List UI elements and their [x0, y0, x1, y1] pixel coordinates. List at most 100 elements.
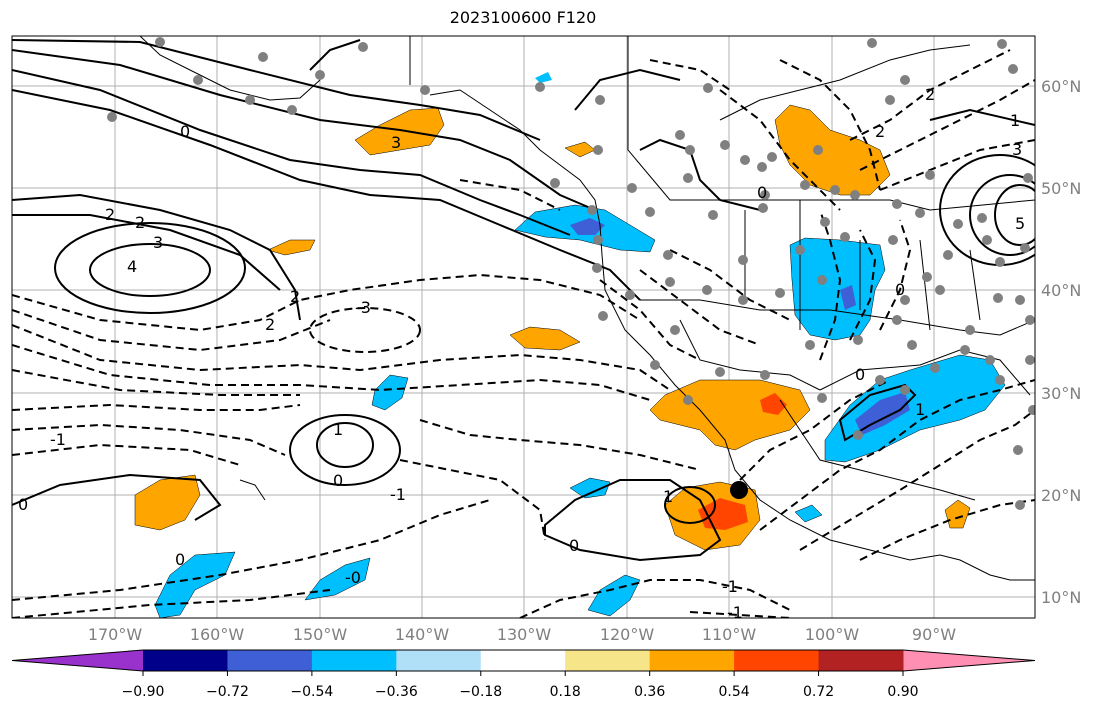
contour-line: [12, 89, 641, 301]
station-dots: [107, 37, 1035, 510]
contour-line: [759, 379, 1035, 531]
colorbar-extend-low: [12, 650, 143, 671]
lon-label: 150°W: [293, 625, 348, 644]
contour-line: [12, 309, 331, 352]
contour-label: -0: [345, 568, 361, 587]
contour-line: [12, 369, 300, 396]
contour-line: [574, 68, 681, 111]
contour-label: 2: [290, 287, 300, 306]
contour-line: [12, 589, 331, 618]
shade-darkblue: [840, 285, 856, 310]
lon-label: 120°W: [600, 625, 655, 644]
contour-line: [929, 108, 1035, 126]
contour-label: 0: [855, 365, 865, 384]
shade-orange: [944, 499, 971, 529]
shade-orange: [354, 107, 445, 156]
lat-label: 50°N: [1041, 179, 1081, 198]
contour-ring: [289, 414, 401, 486]
contour-label: 0: [757, 183, 767, 202]
lat-label: 10°N: [1041, 588, 1081, 607]
contour-label: 1: [1010, 111, 1020, 130]
colorbar-tick-label: −0.36: [375, 684, 418, 700]
shade-orange: [509, 326, 581, 351]
colorbar-tick-label: 0.90: [887, 684, 918, 700]
shade-blue: [535, 72, 552, 83]
contour-label: 1: [663, 487, 673, 506]
contour-line: [819, 209, 842, 361]
contour-line: [639, 269, 761, 346]
colorbar-tick-label: 0.36: [634, 684, 665, 700]
map-title: 2023100600 F120: [449, 8, 597, 27]
colorbar-segment: [143, 650, 228, 671]
contour-label: 0: [180, 122, 190, 141]
lat-label: 40°N: [1041, 281, 1081, 300]
contour-line: [419, 419, 701, 471]
contour-line: [879, 139, 1035, 191]
contour-line: [859, 499, 1035, 561]
contour-label: 0: [895, 280, 905, 299]
contour-label: 2: [265, 315, 275, 334]
colorbar-segment: [818, 650, 904, 671]
contour-line: [519, 579, 791, 618]
contour-label: 0: [333, 471, 343, 490]
lat-label: 60°N: [1041, 77, 1081, 96]
contour-label: -1: [50, 430, 66, 449]
contour-line: [669, 249, 791, 321]
contours-dashed: [12, 49, 1035, 618]
colorbar-tick-label: 0.18: [550, 684, 581, 700]
shade-blue: [304, 557, 371, 601]
contour-line: [12, 49, 596, 211]
colorbar-segment: [649, 650, 735, 671]
contour-line: [799, 409, 1035, 551]
colorbar: −0.90 −0.72 −0.54 −0.36 −0.18 0.18 0.36 0.54 0.7…: [11, 649, 1036, 700]
colorbar-segment: [480, 650, 566, 671]
contour-ring: [664, 486, 716, 524]
lon-label: 130°W: [497, 625, 552, 644]
contour-line: [649, 59, 731, 91]
contour-label: 3: [1012, 140, 1022, 159]
colorbar-tick-label: 0.72: [803, 684, 834, 700]
contour-label: 3: [153, 233, 163, 252]
shade-darkblue: [570, 218, 605, 235]
contour-line: [12, 423, 286, 456]
colorbar-tick-label: 0.54: [719, 684, 750, 700]
contour-label: 4: [127, 257, 137, 276]
contour-line: [12, 403, 301, 411]
contour-line: [12, 344, 651, 401]
lon-label: 170°W: [88, 625, 143, 644]
contour-ring: [316, 422, 374, 468]
lon-label: 110°W: [702, 625, 757, 644]
contour-line: [639, 138, 761, 211]
contour-ring: [309, 307, 421, 353]
latitude-labels: 60°N 50°N 40°N 30°N 20°N 10°N: [1041, 77, 1081, 607]
colorbar-segment: [565, 650, 651, 671]
contour-line: [12, 499, 491, 601]
colorbar-segment: [311, 650, 397, 671]
contour-line: [879, 219, 912, 331]
contour-label: -1: [722, 577, 738, 596]
contour-label: 2: [925, 85, 935, 104]
map-content: [12, 36, 1035, 618]
contour-ring: [54, 222, 246, 314]
contour-line: [859, 79, 1035, 171]
lon-label: 140°W: [395, 625, 450, 644]
shade-blue: [824, 354, 1006, 463]
contour-label: 0: [175, 550, 185, 569]
contour-line: [12, 473, 222, 521]
colorbar-extend-high: [903, 650, 1035, 671]
shade-blue: [794, 504, 823, 523]
contour-label: 2: [105, 205, 115, 224]
contour-line: [459, 179, 561, 211]
colorbar-segment: [734, 650, 820, 671]
contour-label: 2: [875, 122, 885, 141]
lon-label: 90°W: [912, 625, 956, 644]
contour-line: [12, 39, 541, 141]
contour-label: 0: [569, 536, 579, 555]
shade-blue: [371, 374, 409, 411]
contour-label: -1: [390, 485, 406, 504]
map-frame: [11, 35, 1036, 619]
shade-orange: [267, 239, 316, 256]
contour-line: [12, 273, 641, 332]
shade-darkblue: [855, 392, 910, 435]
